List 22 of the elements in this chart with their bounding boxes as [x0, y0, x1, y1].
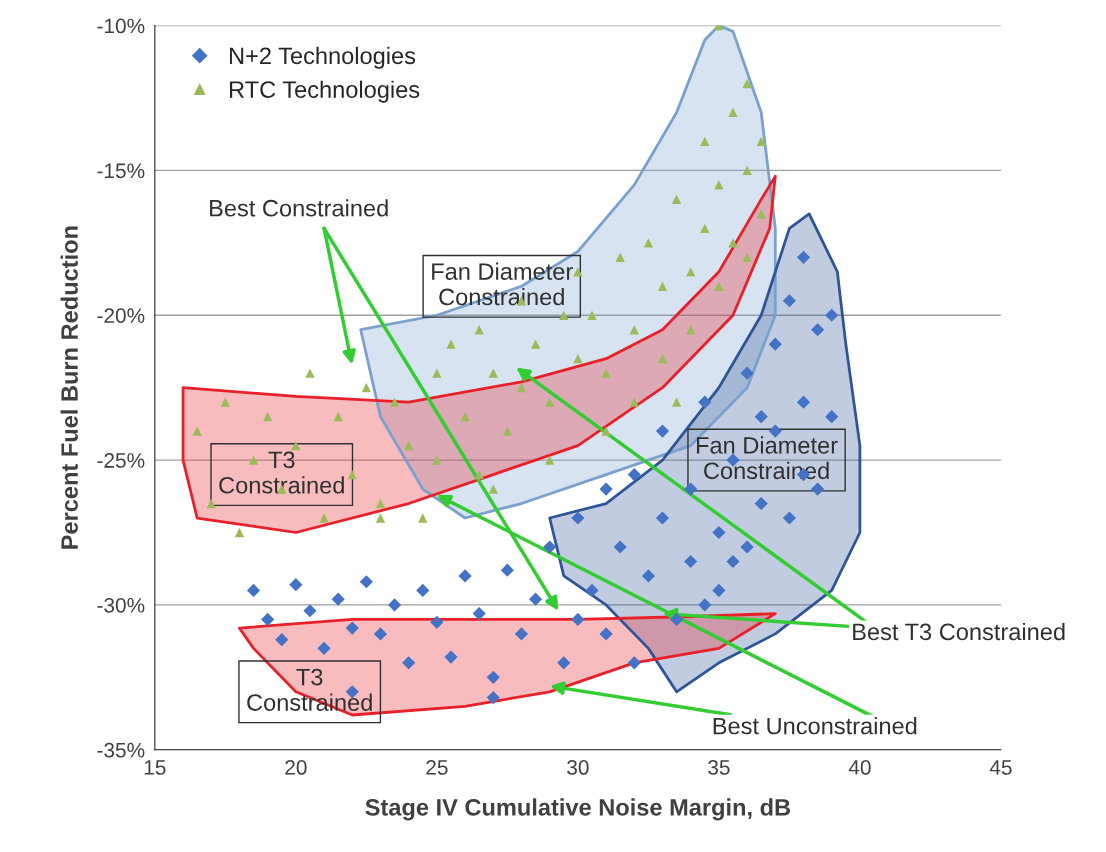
annotation: Best T3 Constrained [853, 622, 1065, 641]
legend-label: N+2 Technologies [229, 46, 416, 69]
annotation: Best Constrained [210, 199, 388, 217]
y-tick-label: -35% [97, 742, 145, 758]
y-axis-title: Percent Fuel Burn Reduction [60, 226, 78, 549]
annotation: Best Unconstrained [713, 717, 917, 735]
x-tick-label: 30 [567, 760, 589, 775]
x-tick-label: 35 [708, 760, 730, 775]
y-tick-label: -30% [97, 597, 145, 613]
x-axis-title: Stage IV Cumulative Noise Margin, dB [365, 798, 791, 821]
legend-label: RTC Technologies [229, 80, 420, 103]
x-tick-label: 20 [285, 760, 307, 775]
annotation: Fan Diameter Constrained [696, 436, 838, 480]
y-tick-label: -10% [97, 18, 145, 34]
y-tick-label: -25% [97, 453, 145, 468]
x-tick-label: 15 [144, 760, 166, 775]
y-tick-label: -15% [97, 163, 145, 179]
annotation: T3 Constrained [219, 451, 344, 494]
x-tick-label: 40 [848, 760, 871, 775]
y-tick-label: -20% [97, 308, 145, 323]
x-tick-label: 25 [426, 760, 448, 775]
x-tick-label: 45 [989, 760, 1012, 775]
